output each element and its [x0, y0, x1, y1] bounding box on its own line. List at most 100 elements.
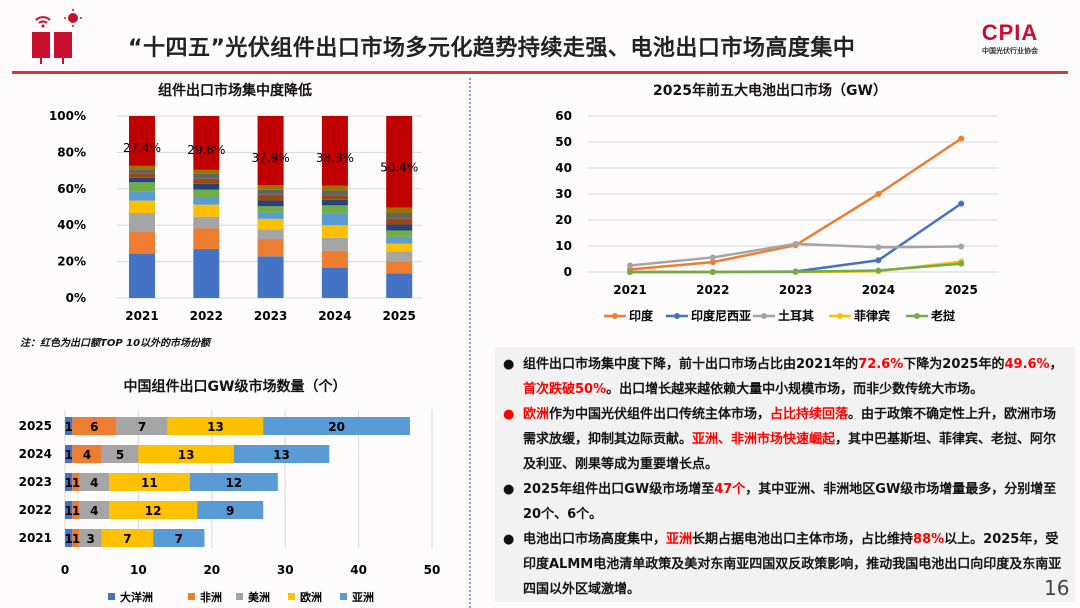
bar-segment: [79, 473, 110, 491]
bar-segment: [321, 250, 348, 268]
legend-label: 老挝: [931, 308, 956, 323]
bullet-dot-icon: ●: [503, 407, 515, 422]
bar-segment: [321, 190, 348, 196]
data-point: [709, 259, 716, 266]
bar-label: 3: [87, 532, 95, 546]
highlight-text: 49.6%: [1004, 357, 1050, 372]
legend-marker: [761, 313, 767, 319]
x-tick-label: 2024: [862, 283, 895, 297]
bullet-text: 。由于政策不确定性上升，欧洲市场需求放缓，抑制其边际贡献。: [523, 407, 1057, 447]
bar-segment: [153, 529, 205, 547]
chart3-title: 中国组件出口GW级市场数量（个）: [123, 379, 347, 395]
bar-label: 7: [175, 532, 183, 546]
legend-label: 印度: [629, 308, 654, 323]
bar-segment: [257, 218, 284, 230]
data-point: [958, 243, 965, 250]
bar-segment: [72, 529, 80, 547]
bar-label: 13: [178, 448, 195, 462]
bar-segment: [101, 445, 139, 463]
concentration-chart: 0% 20% 40% 60% 80% 100% 2021 27.4% 2022 29.6% 2023…: [49, 109, 422, 323]
chart-note: 注：红色为出口额TOP 10以外的市场份额: [20, 338, 211, 349]
x-tick-label: 2023: [779, 283, 812, 297]
bar-segment: [129, 191, 155, 201]
data-point: [875, 191, 882, 197]
bar-label: 1: [72, 504, 80, 518]
bar-label: 13: [273, 448, 290, 462]
bar-label: 12: [145, 504, 162, 518]
bar-segment: [321, 195, 348, 200]
x-tick-label: 2021: [125, 309, 158, 323]
bullet-text: 下降为2025年的: [903, 357, 1005, 372]
bar-segment: [193, 169, 220, 174]
x-tick-label: 10: [130, 563, 147, 577]
bar-segment: [321, 225, 348, 238]
data-point: [958, 260, 965, 267]
bar-segment: [138, 445, 234, 463]
y-tick-label: 60: [555, 109, 572, 123]
bar-label: 4: [83, 448, 91, 462]
y-tick-label: 20: [555, 213, 572, 227]
legend-swatch: [188, 593, 195, 600]
header-solar-icon: [28, 8, 88, 66]
bar-segment: [321, 267, 348, 298]
bullet-text: 作为中国光伏组件出口传统主体市场，: [549, 407, 771, 422]
bar-segment: [257, 184, 284, 190]
bar-segment: [72, 501, 80, 519]
data-point: [709, 254, 716, 261]
bar-label: 5: [116, 448, 124, 462]
legend-marker: [914, 313, 920, 319]
bar-segment: [257, 239, 284, 257]
highlight-text: 亚洲、非洲市场快速崛起: [692, 432, 836, 447]
logo-subtext: 中国光伏行业协会: [982, 47, 1038, 55]
bullet-item: ● 2025年组件出口GW级市场增至47个，其中亚洲、非洲地区GW级市场增量最多，…: [503, 477, 1063, 527]
bar-segment: [257, 206, 284, 213]
bar-segment: [386, 218, 413, 225]
bar-label: 12: [225, 476, 242, 490]
bar-label: 4: [90, 504, 98, 518]
y-tick-label: 100%: [49, 109, 86, 123]
bar-label: 1: [72, 476, 80, 490]
bar-segment: [321, 213, 348, 226]
data-point: [875, 257, 882, 264]
y-tick-label: 80%: [57, 145, 86, 159]
y-tick-label: 2021: [19, 531, 52, 545]
bar-segment: [129, 165, 155, 170]
data-point: [792, 240, 799, 247]
bar-segment: [72, 473, 80, 491]
bar-label: 1: [64, 448, 72, 462]
y-tick-label: 2025: [19, 419, 52, 433]
bar-segment: [257, 200, 284, 207]
bar-segment: [65, 417, 73, 435]
bar-segment: [257, 189, 284, 195]
x-tick-label: 2023: [254, 309, 287, 323]
bar-segment: [386, 116, 413, 208]
bar-segment: [321, 185, 348, 191]
y-tick-label: 30: [555, 187, 572, 201]
bar-segment: [167, 417, 264, 435]
data-point: [958, 135, 965, 142]
bar-segment: [321, 199, 348, 206]
highlight-text: 47个: [714, 482, 746, 497]
bar-segment: [189, 473, 278, 491]
bar-segment: [193, 173, 220, 179]
data-label: 27.4%: [123, 141, 161, 155]
highlight-text: 首次跌破50%: [523, 382, 607, 397]
bar-segment: [79, 501, 110, 519]
header-divider: [12, 71, 1068, 74]
y-tick-label: 40%: [57, 218, 86, 232]
chart2-title: 2025年前五大电池出口市场（GW）: [653, 83, 887, 99]
legend-label: 欧洲: [300, 590, 322, 604]
bar-segment: [193, 178, 220, 184]
data-point: [875, 267, 882, 274]
x-tick-label: 2021: [613, 283, 646, 297]
bar-segment: [257, 116, 284, 185]
bar-segment: [65, 501, 73, 519]
legend-label: 美洲: [248, 590, 270, 604]
data-point: [792, 268, 799, 275]
bar-segment: [193, 189, 220, 197]
data-point: [958, 200, 965, 207]
x-tick-label: 2022: [190, 309, 223, 323]
x-tick-label: 40: [350, 563, 367, 577]
legend-marker: [837, 313, 843, 319]
